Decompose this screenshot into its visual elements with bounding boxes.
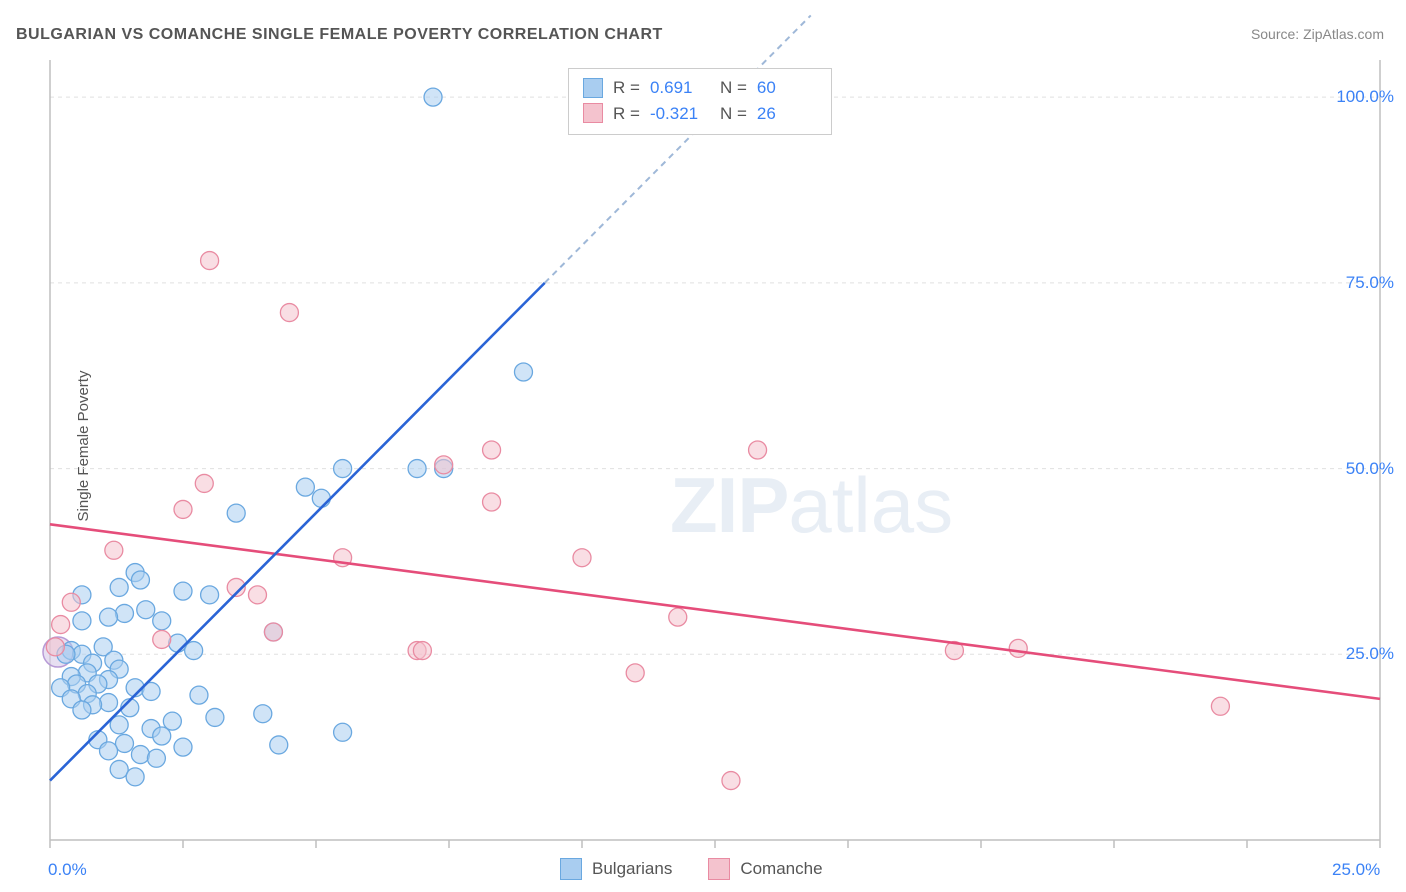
ytick-100: 100.0%	[1336, 87, 1394, 107]
scatter-plot-svg	[50, 60, 1380, 840]
stats-row-comanche: R = -0.321 N = 26	[583, 101, 817, 127]
stats-box: R = 0.691 N = 60 R = -0.321 N = 26	[568, 68, 832, 135]
legend-label-bulgarians: Bulgarians	[592, 859, 672, 879]
ytick-25: 25.0%	[1346, 644, 1394, 664]
ytick-75: 75.0%	[1346, 273, 1394, 293]
swatch-bulgarians	[560, 858, 582, 880]
legend-item-bulgarians: Bulgarians	[560, 858, 672, 880]
bottom-legend: Bulgarians Comanche	[560, 858, 823, 880]
r-value-bulgarians: 0.691	[650, 75, 710, 101]
xtick-0: 0.0%	[48, 860, 87, 880]
source-attribution: Source: ZipAtlas.com	[1251, 26, 1384, 42]
chart-title: BULGARIAN VS COMANCHE SINGLE FEMALE POVE…	[16, 26, 663, 44]
swatch-comanche	[708, 858, 730, 880]
n-label: N =	[720, 101, 747, 127]
n-value-comanche: 26	[757, 101, 817, 127]
r-label: R =	[613, 75, 640, 101]
legend-label-comanche: Comanche	[740, 859, 822, 879]
swatch-bulgarians	[583, 78, 603, 98]
r-label: R =	[613, 101, 640, 127]
ytick-50: 50.0%	[1346, 459, 1394, 479]
r-value-comanche: -0.321	[650, 101, 710, 127]
stats-row-bulgarians: R = 0.691 N = 60	[583, 75, 817, 101]
n-label: N =	[720, 75, 747, 101]
swatch-comanche	[583, 103, 603, 123]
legend-item-comanche: Comanche	[708, 858, 822, 880]
chart-container: BULGARIAN VS COMANCHE SINGLE FEMALE POVE…	[0, 0, 1406, 892]
plot-area: ZIPatlas	[50, 60, 1380, 840]
n-value-bulgarians: 60	[757, 75, 817, 101]
xtick-25: 25.0%	[1332, 860, 1380, 880]
